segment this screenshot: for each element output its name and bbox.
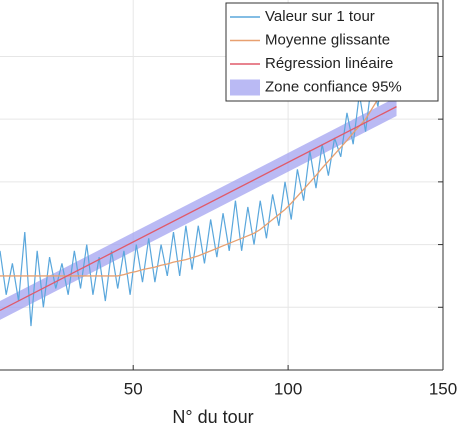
x-axis-label: N° du tour <box>172 407 253 427</box>
legend-label: Valeur sur 1 tour <box>265 8 375 25</box>
legend-label: Zone confiance 95% <box>265 78 402 95</box>
legend-swatch <box>230 79 260 96</box>
legend: Valeur sur 1 tour Moyenne glissante Régres… <box>225 2 439 102</box>
legend-label: Régression linéaire <box>265 55 393 72</box>
legend-box <box>225 2 439 102</box>
x-tick-label: 150 <box>429 379 457 398</box>
series-line <box>0 106 397 312</box>
x-tick-label: 100 <box>274 379 302 398</box>
x-tick-label: 50 <box>124 379 143 398</box>
series-line <box>0 43 398 327</box>
legend-label: Moyenne glissante <box>265 31 390 48</box>
